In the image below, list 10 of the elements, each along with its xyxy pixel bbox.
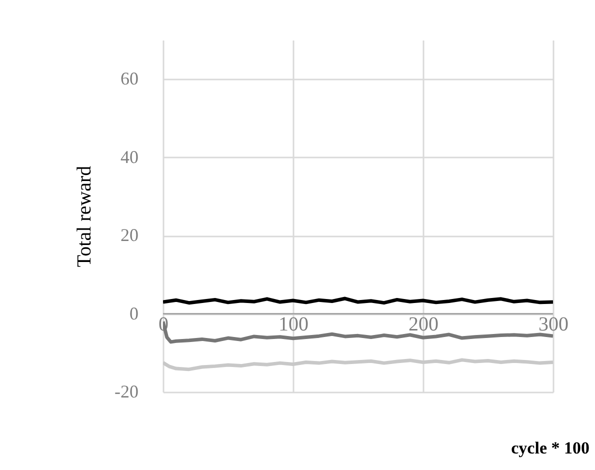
x-axis-title: cycle * 100 [511, 438, 590, 458]
y-tick-label: 20 [120, 225, 138, 246]
y-tick-label: 60 [120, 68, 138, 89]
x-tick-label: 300 [538, 313, 568, 336]
x-tick-label: 200 [408, 313, 438, 336]
x-tick-label: 100 [278, 313, 308, 336]
y-tick-label: 40 [120, 146, 138, 167]
y-axis-title: Total reward [74, 166, 96, 268]
line-series [163, 358, 553, 372]
y-tick-label: -20 [114, 382, 138, 402]
